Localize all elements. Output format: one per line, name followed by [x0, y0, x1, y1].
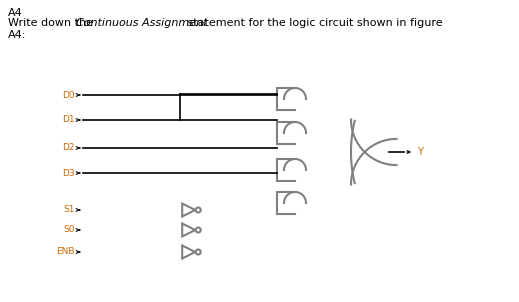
Text: D3: D3 — [62, 169, 75, 178]
Text: ENB: ENB — [57, 248, 75, 256]
Text: A4: A4 — [8, 8, 23, 18]
Text: Y: Y — [417, 147, 423, 157]
Text: Continuous Assignment: Continuous Assignment — [76, 18, 208, 28]
Text: S1: S1 — [63, 205, 75, 214]
Text: D2: D2 — [62, 143, 75, 153]
Text: D1: D1 — [62, 115, 75, 124]
Text: D0: D0 — [62, 91, 75, 99]
Text: Write down the: Write down the — [8, 18, 97, 28]
Text: S0: S0 — [63, 226, 75, 234]
Text: A4:: A4: — [8, 30, 26, 40]
Text: statement for the logic circuit shown in figure: statement for the logic circuit shown in… — [184, 18, 443, 28]
